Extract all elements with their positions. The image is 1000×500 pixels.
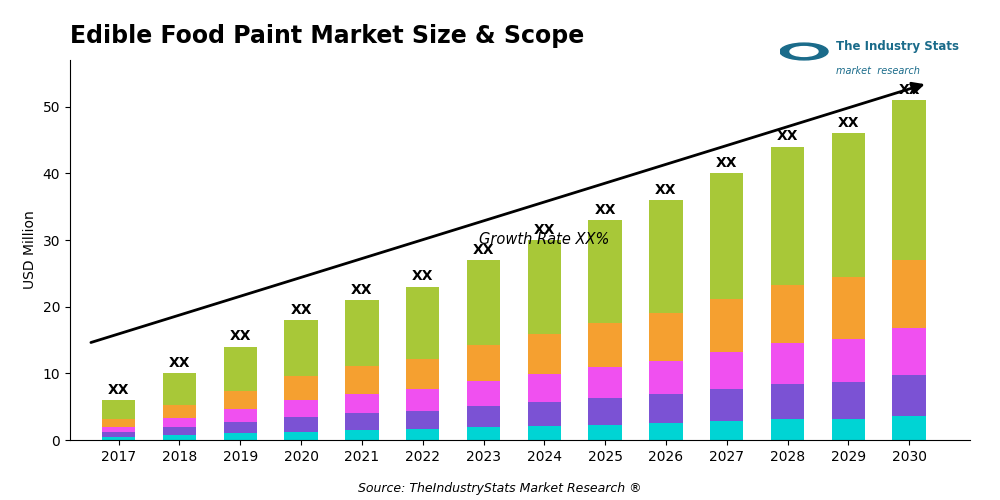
Bar [771,284,804,343]
Bar [345,300,379,366]
Bar [892,260,926,328]
Bar [649,200,683,313]
Bar [102,432,135,437]
Bar [284,376,318,400]
Bar [406,430,439,440]
Bar [102,427,135,432]
Bar [224,409,257,422]
Text: XX: XX [290,302,312,316]
Bar [892,328,926,376]
Bar [163,436,196,440]
Bar [406,358,439,390]
Bar [588,398,622,424]
Text: The Industry Stats: The Industry Stats [836,40,959,52]
Text: XX: XX [230,330,251,344]
Bar [771,343,804,384]
Bar [224,346,257,391]
Bar [528,334,561,374]
Bar [467,406,500,427]
Bar [832,382,865,418]
Bar [467,260,500,344]
Bar [224,390,257,409]
Circle shape [790,46,818,56]
Bar [284,417,318,432]
Bar [224,434,257,440]
Bar [771,420,804,440]
Bar [832,418,865,440]
Text: XX: XX [898,82,920,96]
Text: Source: TheIndustryStats Market Research ®: Source: TheIndustryStats Market Research… [358,482,642,495]
Bar [163,404,196,418]
Bar [528,402,561,426]
Bar [649,313,683,361]
Bar [649,394,683,423]
Bar [467,380,500,406]
Text: XX: XX [108,382,129,396]
Circle shape [780,43,828,60]
Bar [649,361,683,394]
Bar [528,240,561,334]
Bar [284,432,318,440]
Text: Edible Food Paint Market Size & Scope: Edible Food Paint Market Size & Scope [70,24,584,48]
Text: XX: XX [169,356,190,370]
Bar [224,422,257,434]
Y-axis label: USD Million: USD Million [23,210,37,290]
Bar [892,376,926,416]
Bar [345,366,379,394]
Bar [832,134,865,278]
Text: market  research: market research [836,66,920,76]
Bar [528,374,561,402]
Text: XX: XX [777,130,798,143]
Bar [102,400,135,419]
Text: XX: XX [655,182,677,196]
Bar [588,220,622,324]
Bar [710,174,743,298]
Bar [467,428,500,440]
Bar [467,344,500,380]
Bar [710,352,743,390]
Text: XX: XX [351,282,373,296]
Bar [832,339,865,382]
Text: XX: XX [473,242,494,256]
Bar [771,384,804,420]
Bar [649,423,683,440]
Bar [345,414,379,430]
Bar [588,368,622,398]
Bar [406,286,439,358]
Bar [163,418,196,428]
Bar [528,426,561,440]
Bar [710,390,743,422]
Text: XX: XX [838,116,859,130]
Bar [892,100,926,260]
Text: XX: XX [534,222,555,236]
Text: XX: XX [594,202,616,216]
Bar [588,424,622,440]
Bar [163,428,196,436]
Bar [710,422,743,440]
Text: Growth Rate XX%: Growth Rate XX% [479,232,610,248]
Bar [102,419,135,427]
Bar [284,320,318,376]
Bar [588,324,622,368]
Bar [163,374,196,404]
Bar [406,390,439,411]
Bar [832,278,865,339]
Text: XX: XX [412,270,433,283]
Bar [345,394,379,413]
Bar [892,416,926,440]
Bar [771,146,804,284]
Text: XX: XX [716,156,738,170]
Bar [710,298,743,352]
Bar [345,430,379,440]
Bar [406,411,439,430]
Bar [102,437,135,440]
Bar [284,400,318,417]
